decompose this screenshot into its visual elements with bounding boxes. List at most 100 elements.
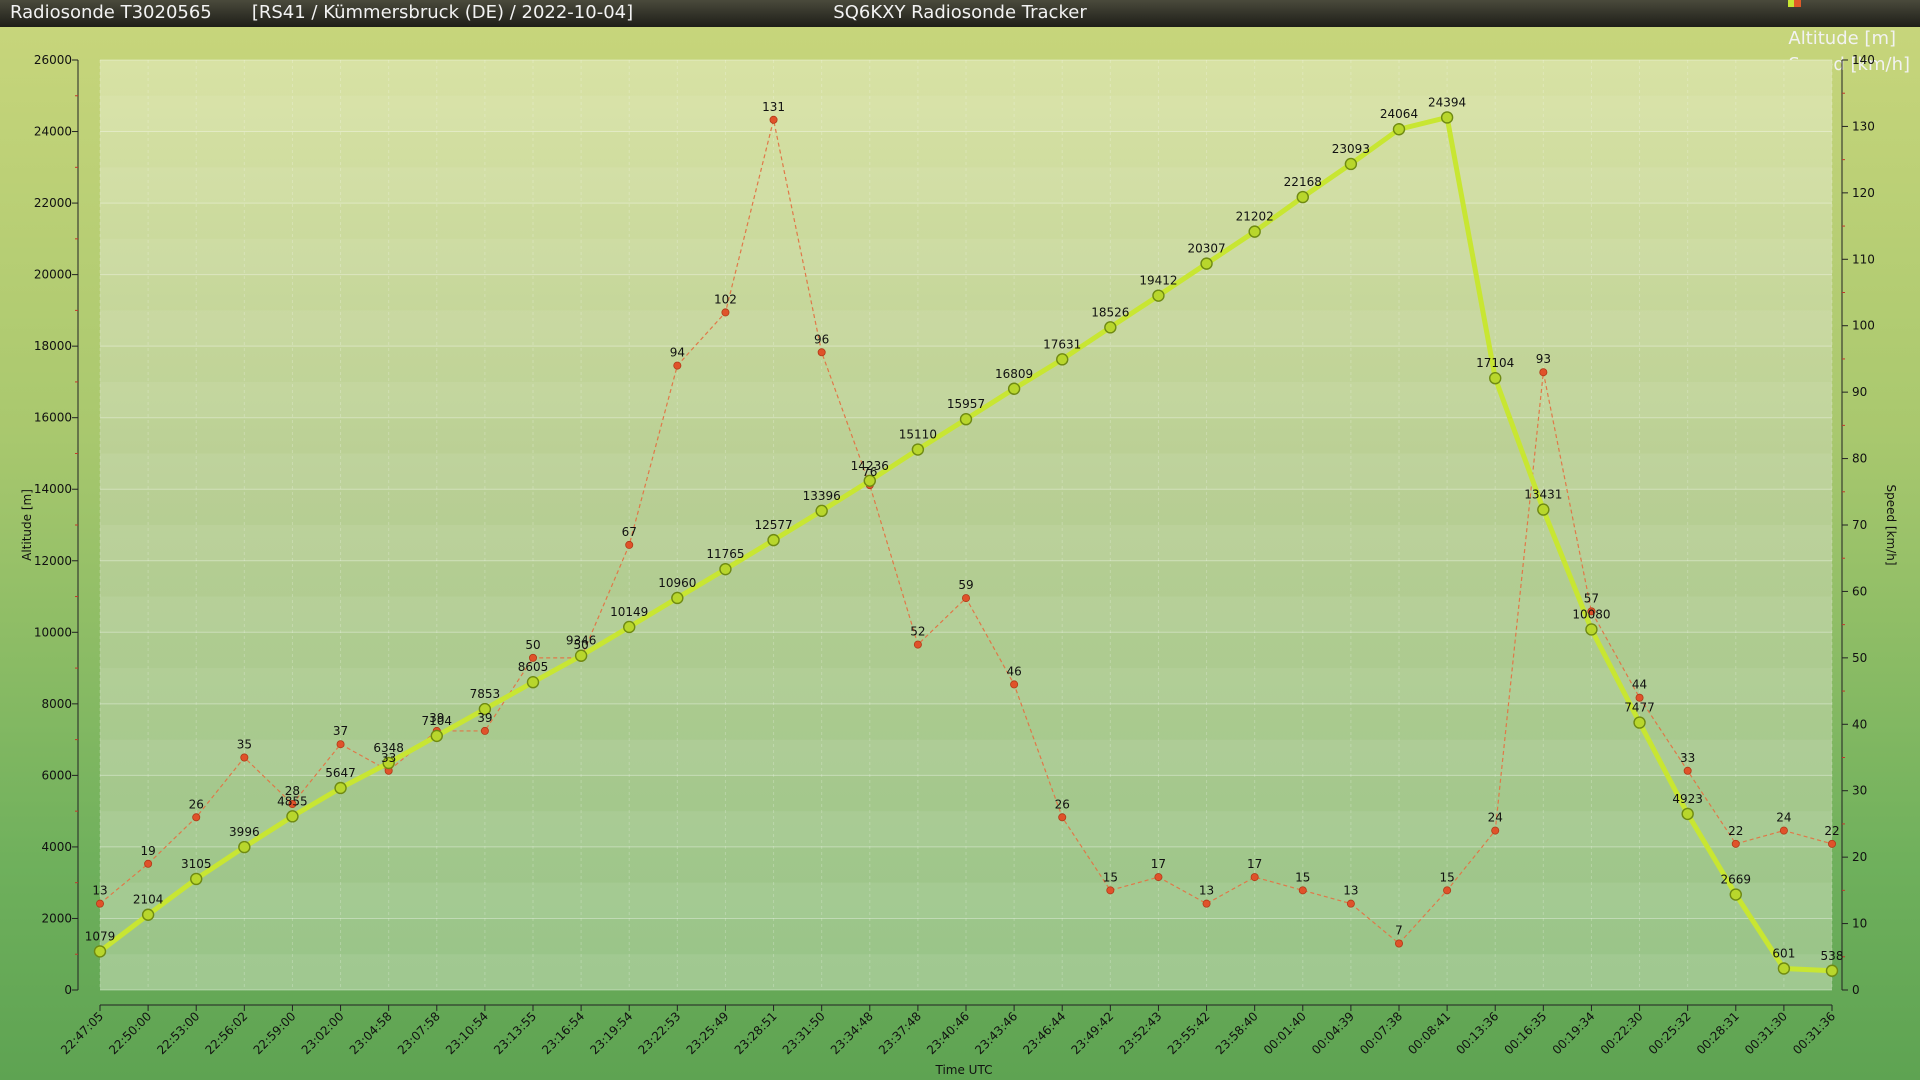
speed-point <box>144 859 153 868</box>
altitude-data-label: 2669 <box>1721 873 1752 887</box>
altitude-data-label: 8605 <box>518 660 549 674</box>
speed-data-label: 131 <box>762 100 785 114</box>
altitude-data-label: 10080 <box>1572 607 1610 621</box>
altitude-point <box>1200 257 1213 270</box>
altitude-data-label: 5647 <box>325 766 356 780</box>
altitude-data-label: 17104 <box>1476 356 1514 370</box>
altitude-data-label: 11765 <box>706 547 744 561</box>
x-tick-label: 22:56:02 <box>202 1009 250 1057</box>
altitude-series <box>93 111 1839 977</box>
speed-data-label: 24 <box>1488 811 1503 825</box>
altitude-data-label: 6348 <box>373 741 404 755</box>
speed-point <box>1779 826 1788 835</box>
speed-data-label: 24 <box>1776 811 1791 825</box>
altitude-point <box>93 945 107 958</box>
y-tick-label-right: 70 <box>1852 518 1867 532</box>
speed-point <box>529 653 538 662</box>
speed-point <box>1635 693 1644 702</box>
grid-band <box>100 310 1832 347</box>
speed-data-label: 57 <box>1584 591 1599 605</box>
y-tick-label-right: 50 <box>1852 651 1867 665</box>
grid-band <box>100 811 1832 847</box>
grid-band <box>100 954 1832 990</box>
altitude-point <box>478 702 492 716</box>
speed-data-label: 15 <box>1295 870 1310 884</box>
y-axis-label-right: Speed [km/h] <box>1884 484 1898 565</box>
altitude-point <box>911 443 925 456</box>
altitude-point <box>1585 623 1598 636</box>
title-bar: Radiosonde T3020565 [RS41 / Kümmersbruck… <box>0 0 1920 75</box>
altitude-point <box>1152 289 1165 302</box>
speed-point <box>721 308 730 317</box>
speed-data-label: 22 <box>1824 824 1839 838</box>
speed-point <box>913 640 922 649</box>
altitude-point <box>334 781 347 795</box>
altitude-data-label: 18526 <box>1091 305 1129 319</box>
grid-band <box>100 95 1832 132</box>
speed-data-label: 28 <box>285 784 300 798</box>
altitude-point <box>671 591 684 605</box>
speed-point <box>1250 873 1259 882</box>
speed-point <box>625 540 634 549</box>
altitude-point <box>382 756 395 770</box>
altitude-data-label: 13431 <box>1524 488 1562 502</box>
speed-data-label: 39 <box>429 711 444 725</box>
grid-band <box>100 238 1832 275</box>
grid-band <box>100 381 1832 418</box>
axes <box>72 59 1848 1011</box>
speed-data-label: 26 <box>189 797 204 811</box>
x-tick-label: 22:47:05 <box>58 1009 106 1057</box>
altitude-point <box>719 562 732 576</box>
grid-lines <box>99 59 1833 991</box>
altitude-point <box>1296 190 1309 204</box>
sonde-title: Radiosonde T3020565 <box>10 2 212 23</box>
speed-point <box>673 361 682 370</box>
altitude-data-label: 17631 <box>1043 337 1081 351</box>
x-tick-label: 23:52:43 <box>1117 1009 1165 1057</box>
x-tick-label: 22:59:00 <box>251 1009 299 1057</box>
speed-data-label: 35 <box>237 738 252 752</box>
grid-band <box>100 525 1832 561</box>
altitude-point <box>815 504 828 518</box>
altitude-data-label: 9346 <box>566 634 597 648</box>
grid-band <box>100 167 1832 204</box>
altitude-data-label: 3105 <box>181 857 212 871</box>
altitude-point <box>863 474 876 487</box>
altitude-point <box>1440 111 1454 124</box>
altitude-data-label: 22168 <box>1284 175 1322 189</box>
speed-data-label: 52 <box>910 625 925 639</box>
speed-data-label: 76 <box>862 465 877 479</box>
y-tick-label-left: 0 <box>64 983 72 997</box>
x-tick-label: 23:28:51 <box>732 1009 780 1057</box>
y-tick-label-right: 40 <box>1852 717 1867 731</box>
altitude-point <box>1489 372 1502 385</box>
y-axis-label-left: Altitude [m] <box>20 489 34 561</box>
y-tick-label-right: 90 <box>1852 385 1867 399</box>
plot-area <box>100 60 1832 990</box>
speed-data-label: 46 <box>1006 664 1021 678</box>
altitude-data-label: 24394 <box>1428 95 1466 109</box>
speed-data-label: 37 <box>333 724 348 738</box>
speed-point <box>1683 766 1692 775</box>
legend-swatch-altitude <box>1788 0 1796 7</box>
x-tick-label: 22:50:00 <box>106 1009 154 1057</box>
altitude-data-label: 7477 <box>1624 701 1655 715</box>
x-tick-label: 23:22:53 <box>635 1009 683 1057</box>
x-tick-label: 23:25:49 <box>684 1009 732 1057</box>
altitude-data-label: 14236 <box>851 459 889 473</box>
speed-data-label: 39 <box>477 711 492 725</box>
y-tick-label-left: 14000 <box>34 482 72 496</box>
altitude-data-label: 20307 <box>1187 242 1225 256</box>
y-tick-label-right: 30 <box>1852 784 1867 798</box>
y-tick-label-right: 60 <box>1852 584 1867 598</box>
altitude-point <box>141 908 155 921</box>
altitude-data-label: 2104 <box>133 893 164 907</box>
data-labels: 13 19 26 35 28 37 33 39 39 50 50 67 94 102 131 96 76 52 59… <box>85 95 1844 962</box>
speed-data-label: 96 <box>814 332 829 346</box>
speed-data-label: 7 <box>1395 924 1403 938</box>
speed-point <box>1154 873 1163 882</box>
speed-data-label: 59 <box>958 578 973 592</box>
speed-point <box>817 348 826 357</box>
speed-point <box>1731 839 1740 848</box>
altitude-data-label: 24064 <box>1380 107 1418 121</box>
